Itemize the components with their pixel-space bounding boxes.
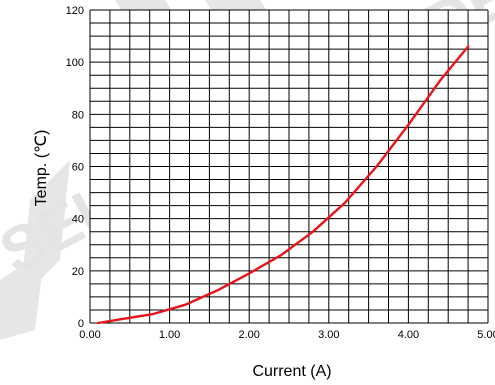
x-tick-label: 4.00 [398,329,419,341]
y-tick-label: 100 [66,57,84,69]
tick-labels: 0.00 1.00 2.00 3.00 4.00 5.00 0 20 40 60 80 100 120 [66,5,495,341]
x-tick-label: 5.00 [477,329,495,341]
y-tick-label: 40 [72,214,84,226]
series-layer [96,45,470,325]
y-axis-title: Temp. (℃) [33,130,50,207]
x-tick-label: 0.00 [79,329,100,341]
watermark-stripe [0,250,45,340]
x-tick-label: 3.00 [318,329,339,341]
y-tick-label: 80 [72,109,84,121]
x-tick-label: 1.00 [159,329,180,341]
y-tick-label: 20 [72,266,84,278]
series-line [96,45,470,325]
plot-grid [89,9,489,324]
x-axis-title: Current (A) [252,363,331,380]
y-tick-label: 120 [66,5,84,17]
y-tick-label: 60 [72,162,84,174]
x-tick-label: 2.00 [238,329,259,341]
y-tick-label: 0 [78,318,84,330]
